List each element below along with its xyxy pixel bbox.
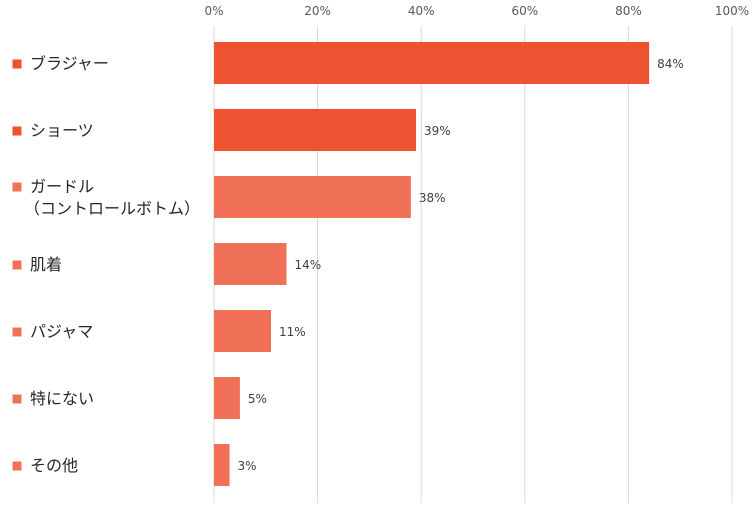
category-label: パジャマ [30, 322, 93, 341]
category-label: （コントロールボトム） [24, 199, 200, 218]
bar [214, 377, 240, 419]
bar [214, 176, 411, 218]
bar [214, 109, 417, 151]
category-label: ガードル [30, 177, 94, 196]
bar-value-label: 3% [238, 459, 257, 473]
category-marker [12, 260, 22, 270]
category-marker [12, 59, 22, 69]
bar [214, 243, 287, 285]
x-tick-label: 20% [304, 4, 331, 18]
bar-value-label: 5% [248, 392, 267, 406]
grid-lines [213, 26, 733, 503]
category-label: その他 [30, 456, 78, 475]
category-label: 特にない [30, 389, 94, 408]
x-tick-label: 100% [715, 4, 749, 18]
value-labels: 84% 39% 38% 14% 11% 5% 3% [238, 57, 684, 473]
category-marker [12, 126, 22, 136]
bar [214, 444, 230, 486]
x-axis-ticks: 0% 20% 40% 60% 80% 100% [204, 4, 749, 18]
category-label: ブラジャー [30, 54, 109, 73]
bar-value-label: 84% [657, 57, 684, 71]
bar-value-label: 39% [424, 124, 451, 138]
category-marker [12, 461, 22, 471]
category-marker [12, 327, 22, 337]
category-label: 肌着 [30, 255, 62, 274]
bar-value-label: 38% [419, 191, 446, 205]
bar [214, 42, 650, 84]
bar-value-label: 11% [279, 325, 306, 339]
category-marker [12, 182, 22, 192]
x-tick-label: 60% [511, 4, 538, 18]
x-tick-label: 40% [408, 4, 435, 18]
bar [214, 310, 271, 352]
category-label: ショーツ [30, 121, 94, 140]
bar-value-label: 14% [295, 258, 322, 272]
bars [214, 42, 650, 486]
x-tick-label: 0% [204, 4, 223, 18]
category-marker [12, 394, 22, 404]
x-tick-label: 80% [615, 4, 642, 18]
